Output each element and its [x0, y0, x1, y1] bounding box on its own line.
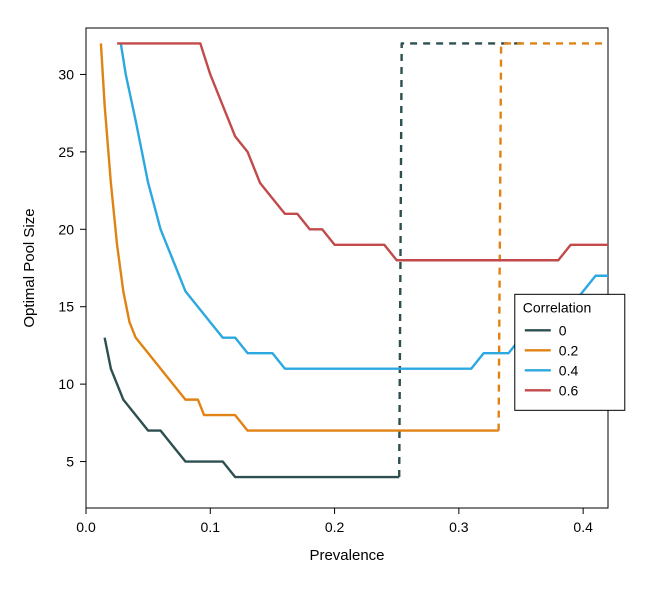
- x-tick-label: 0.3: [449, 519, 469, 535]
- series-line-0.2: [101, 43, 499, 430]
- y-tick-label: 5: [66, 454, 74, 470]
- legend-item-label: 0.4: [559, 362, 579, 378]
- chart-container: 0.0 0.1 0.2 0.3 0.4 5 10 15 20 25 30 Prevalence Opti…: [0, 0, 656, 594]
- y-tick-label: 20: [58, 221, 74, 237]
- y-tick-label: 10: [58, 376, 74, 392]
- legend-item-label: 0.2: [559, 342, 579, 358]
- legend-item-label: 0: [559, 322, 567, 338]
- y-axis-label: Optimal Pool Size: [21, 208, 38, 327]
- x-tick-label: 0.4: [573, 519, 593, 535]
- y-tick-label: 30: [58, 66, 74, 82]
- x-tick-label: 0.2: [325, 519, 345, 535]
- series-line-0: [105, 338, 400, 477]
- x-tick-label: 0.0: [76, 519, 96, 535]
- series-line-0.6: [117, 43, 608, 260]
- line-chart: 0.0 0.1 0.2 0.3 0.4 5 10 15 20 25 30 Prevalence Opti…: [0, 0, 656, 594]
- legend-title: Correlation: [523, 299, 591, 315]
- x-tick-label: 0.1: [201, 519, 221, 535]
- y-tick-label: 25: [58, 144, 74, 160]
- y-tick-label: 15: [58, 299, 74, 315]
- x-axis-label: Prevalence: [309, 547, 384, 564]
- legend-item-label: 0.6: [559, 382, 579, 398]
